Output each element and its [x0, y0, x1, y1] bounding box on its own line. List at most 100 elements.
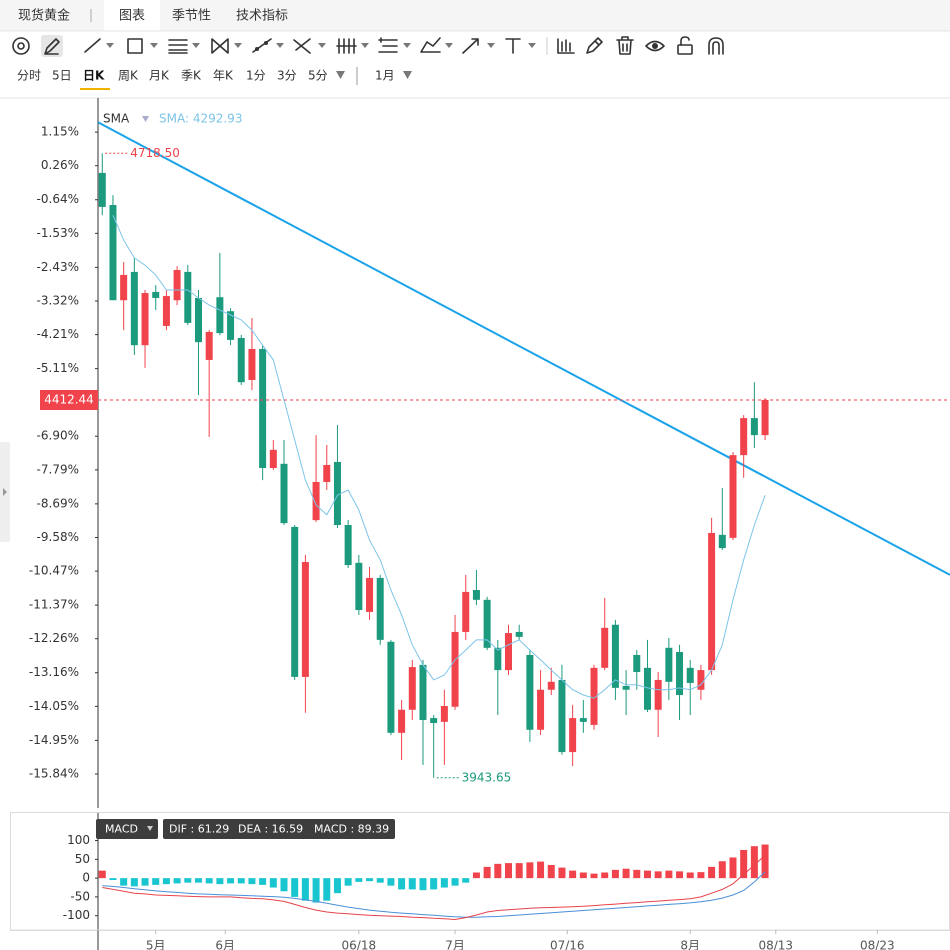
indicator-name: MACD	[105, 823, 138, 836]
tool-icon[interactable]	[645, 40, 665, 52]
period-tab[interactable]: 分时	[17, 69, 41, 83]
period-tab[interactable]: 年K	[213, 69, 234, 83]
macd-bar	[633, 869, 641, 879]
dropdown-caret[interactable]	[403, 71, 412, 79]
sma-legend-name: SMA	[103, 112, 130, 126]
candle-body	[312, 481, 320, 521]
macd-bar	[569, 870, 577, 879]
period-tab-active[interactable]: 日K	[83, 69, 105, 83]
tool-icon[interactable]	[252, 38, 284, 53]
period-tab[interactable]: 月K	[149, 69, 170, 83]
candle-body	[601, 627, 609, 668]
tool-icon[interactable]	[420, 37, 453, 53]
candle-body	[162, 296, 170, 326]
candle-body	[323, 464, 331, 482]
tool-icon[interactable]	[708, 37, 724, 55]
tool-icon[interactable]	[293, 38, 326, 54]
macd-bar	[718, 861, 726, 879]
x-tick-label: 8月	[680, 939, 700, 950]
x-tick-label: 08/23	[860, 939, 895, 950]
macd-bar	[130, 878, 138, 887]
tool-icon[interactable]	[168, 39, 200, 54]
period-tab[interactable]: 1分	[246, 69, 266, 83]
x-tick-label: 7月	[445, 939, 465, 950]
macd-bar	[376, 878, 384, 883]
macd-bar	[472, 872, 480, 879]
y-tick-label: 0	[82, 871, 90, 885]
tool-icon[interactable]	[557, 38, 575, 54]
x-tick-label: 5月	[146, 939, 166, 950]
dropdown-caret[interactable]	[336, 71, 345, 79]
candle-body	[579, 718, 587, 722]
tool-icon[interactable]	[616, 36, 634, 55]
candle-body	[248, 348, 256, 380]
tool-icon[interactable]	[12, 37, 30, 55]
y-tick-label: -9.58%	[37, 530, 79, 544]
tool-icon[interactable]	[586, 37, 603, 54]
y-tick-label: -7.79%	[37, 462, 79, 476]
x-tick-label: 07/16	[550, 939, 585, 950]
candle-body	[333, 461, 341, 526]
trend-line	[97, 121, 950, 576]
candle-body	[280, 463, 288, 524]
period-tab[interactable]: 5日	[52, 69, 72, 83]
candle-body	[344, 525, 352, 566]
tool-icon[interactable]	[44, 38, 60, 55]
candle-body	[504, 633, 512, 671]
tool-icon[interactable]	[677, 36, 693, 55]
macd-bar	[729, 857, 737, 879]
dropdown-caret	[147, 826, 153, 831]
candle-body	[472, 590, 480, 600]
candle-body	[130, 271, 138, 346]
candle-body	[654, 679, 662, 710]
tool-icon[interactable]	[211, 38, 242, 54]
last-price-label: 4412.44	[44, 392, 94, 406]
y-tick-label: -13.16%	[29, 665, 79, 679]
tab[interactable]: 技术指标	[236, 9, 288, 24]
candle-body	[526, 654, 534, 730]
tab[interactable]: 季节性	[172, 9, 211, 24]
macd-bar	[643, 870, 651, 879]
period-tab[interactable]: 3分	[277, 69, 297, 83]
period-tab[interactable]: 季K	[181, 69, 202, 83]
macd-bar	[141, 878, 149, 886]
period-tab[interactable]: 1月	[375, 69, 395, 83]
macd-bar	[205, 878, 213, 884]
macd-bar	[109, 878, 117, 881]
macd-bar	[237, 878, 245, 884]
macd-bar	[547, 864, 555, 879]
period-tab[interactable]: 5分	[308, 69, 328, 83]
macd-bar	[515, 863, 523, 879]
macd-bar	[259, 878, 267, 885]
macd-bar	[750, 846, 758, 879]
min-label: 3943.65	[462, 770, 512, 784]
macd-bar	[579, 872, 587, 879]
tool-icon[interactable]	[462, 38, 495, 54]
macd-bar	[194, 878, 202, 883]
sma-line	[112, 215, 766, 699]
tool-icon[interactable]	[336, 38, 369, 54]
period-tab[interactable]: 周K	[118, 69, 139, 83]
macd-bar	[697, 872, 705, 879]
tab[interactable]: 图表	[119, 9, 145, 24]
macd-bar	[323, 878, 331, 901]
macd-bar	[162, 878, 170, 885]
tool-icon[interactable]	[84, 38, 114, 53]
candle-body	[611, 624, 619, 688]
macd-bar	[387, 878, 395, 886]
tool-icon[interactable]	[127, 38, 158, 54]
tool-icon[interactable]	[378, 37, 411, 53]
candle-body	[237, 338, 245, 383]
macd-bar	[590, 873, 598, 879]
macd-bar	[419, 878, 427, 891]
x-tick-label: 06/18	[342, 939, 377, 950]
y-tick-label: -1.53%	[37, 226, 79, 240]
y-tick-label: -6.90%	[37, 429, 79, 443]
macd-bar	[366, 878, 374, 882]
macd-bar	[120, 878, 128, 886]
indicator-select[interactable]	[96, 819, 158, 839]
tool-icon[interactable]	[505, 38, 536, 54]
y-tick-label: 1.15%	[41, 125, 79, 139]
candle-body	[355, 562, 363, 611]
